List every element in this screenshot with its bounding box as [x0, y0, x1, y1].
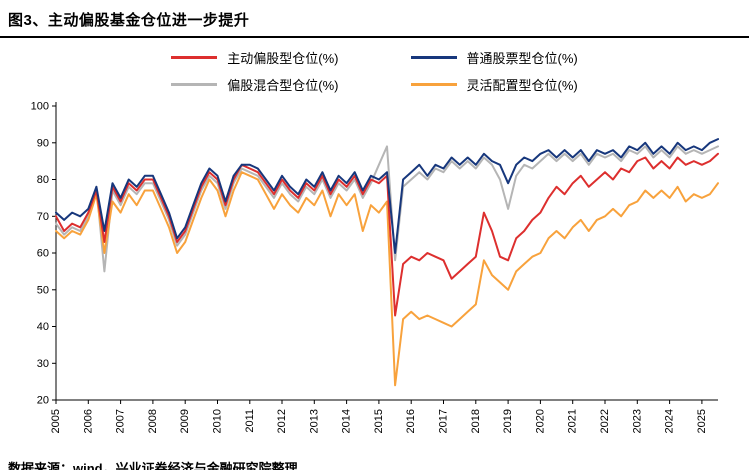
y-tick-label: 100 — [31, 101, 49, 113]
x-tick-label: 2016 — [405, 409, 417, 433]
legend-item: 主动偏股型仓位(%) — [171, 48, 339, 67]
x-tick-label: 2017 — [438, 409, 450, 433]
x-tick-label: 2022 — [599, 409, 611, 433]
series-line — [55, 138, 719, 254]
y-tick-label: 20 — [37, 395, 49, 407]
chart-legend: 主动偏股型仓位(%) 普通股票型仓位(%) 偏股混合型仓位(%) 灵活配置型仓位(%) — [171, 48, 578, 94]
y-tick-label: 70 — [37, 211, 49, 223]
x-tick-label: 2014 — [341, 409, 353, 433]
chart-title: 图3、主动偏股基金仓位进一步提升 — [8, 12, 250, 29]
y-tick-label: 90 — [37, 137, 49, 149]
x-tick-label: 2010 — [212, 409, 224, 433]
source-note: 数据来源：wind，兴业证券经济与金融研究院整理 — [8, 461, 298, 470]
x-tick-label: 2021 — [567, 409, 579, 433]
x-tick-label: 2025 — [696, 409, 708, 433]
x-tick-label: 2011 — [244, 409, 256, 433]
line-chart: 20 30 40 50 60 70 80 90 100 2005 2006 2007 2008 2009 2… — [31, 101, 719, 433]
y-tick-label: 40 — [37, 321, 49, 333]
legend-item: 偏股混合型仓位(%) — [171, 75, 339, 94]
legend-label: 偏股混合型仓位(%) — [227, 78, 339, 93]
y-tick-label: 50 — [37, 284, 49, 296]
x-tick-label: 2007 — [115, 409, 127, 433]
legend-line-swatch-icon — [171, 56, 218, 59]
y-tick-label: 80 — [37, 174, 49, 186]
legend-label: 主动偏股型仓位(%) — [227, 51, 339, 66]
legend-item: 灵活配置型仓位(%) — [410, 75, 578, 94]
x-tick-label: 2024 — [664, 409, 676, 433]
axes: 20 30 40 50 60 70 80 90 100 2005 2006 2007 2008 2009 2… — [31, 101, 718, 433]
x-tick-label: 2023 — [631, 409, 643, 433]
legend-line-swatch-icon — [171, 83, 218, 86]
x-tick-label: 2013 — [308, 409, 320, 433]
legend-line-swatch-icon — [410, 56, 457, 59]
x-tick-label: 2019 — [502, 409, 514, 433]
legend-line-swatch-icon — [410, 83, 457, 86]
legend-label: 普通股票型仓位(%) — [466, 51, 578, 66]
x-tick-label: 2020 — [534, 409, 546, 433]
x-tick-label: 2008 — [147, 409, 159, 433]
x-tick-label: 2009 — [179, 409, 191, 433]
y-tick-label: 60 — [37, 248, 49, 260]
series-line — [55, 145, 719, 273]
x-tick-label: 2005 — [50, 409, 62, 433]
x-tick-label: 2018 — [470, 409, 482, 433]
series-line — [55, 171, 719, 387]
y-tick-label: 30 — [37, 358, 49, 370]
title-underline — [0, 36, 749, 38]
legend-label: 灵活配置型仓位(%) — [466, 78, 578, 93]
legend-item: 普通股票型仓位(%) — [410, 48, 578, 67]
x-tick-label: 2006 — [82, 409, 94, 433]
x-tick-label: 2015 — [373, 409, 385, 433]
x-tick-label: 2012 — [276, 409, 288, 433]
